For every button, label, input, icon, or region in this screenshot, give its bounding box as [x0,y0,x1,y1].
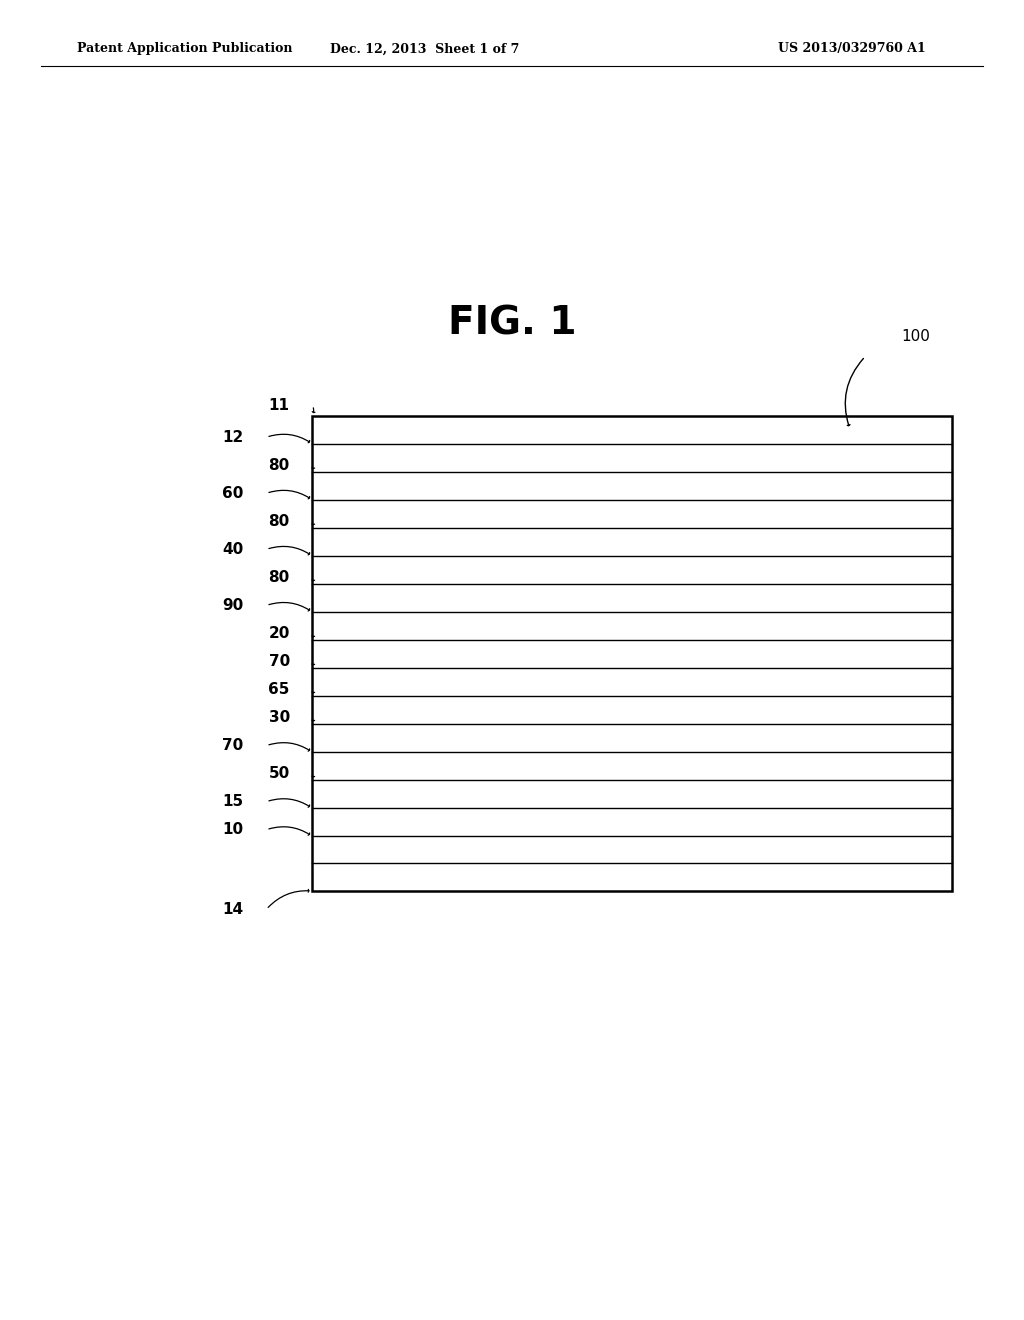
Text: 80: 80 [268,458,290,473]
Text: 11: 11 [268,397,290,413]
Text: 10: 10 [222,822,244,837]
Text: 90: 90 [222,598,244,612]
Text: 30: 30 [268,710,290,725]
Text: 14: 14 [222,902,244,917]
Text: 70: 70 [268,653,290,669]
Text: US 2013/0329760 A1: US 2013/0329760 A1 [778,42,926,55]
Text: Dec. 12, 2013  Sheet 1 of 7: Dec. 12, 2013 Sheet 1 of 7 [331,42,519,55]
Text: 50: 50 [268,766,290,781]
Text: 60: 60 [222,486,244,500]
Text: Patent Application Publication: Patent Application Publication [77,42,292,55]
Text: 100: 100 [901,329,930,345]
Text: 20: 20 [268,626,290,642]
Text: 80: 80 [268,570,290,585]
Text: 80: 80 [268,513,290,529]
Text: 15: 15 [222,795,244,809]
Bar [312,416,952,891]
Text: 65: 65 [268,682,290,697]
Text: 40: 40 [222,543,244,557]
Text: 70: 70 [222,738,244,754]
Text: 12: 12 [222,430,244,445]
Text: FIG. 1: FIG. 1 [447,305,577,342]
